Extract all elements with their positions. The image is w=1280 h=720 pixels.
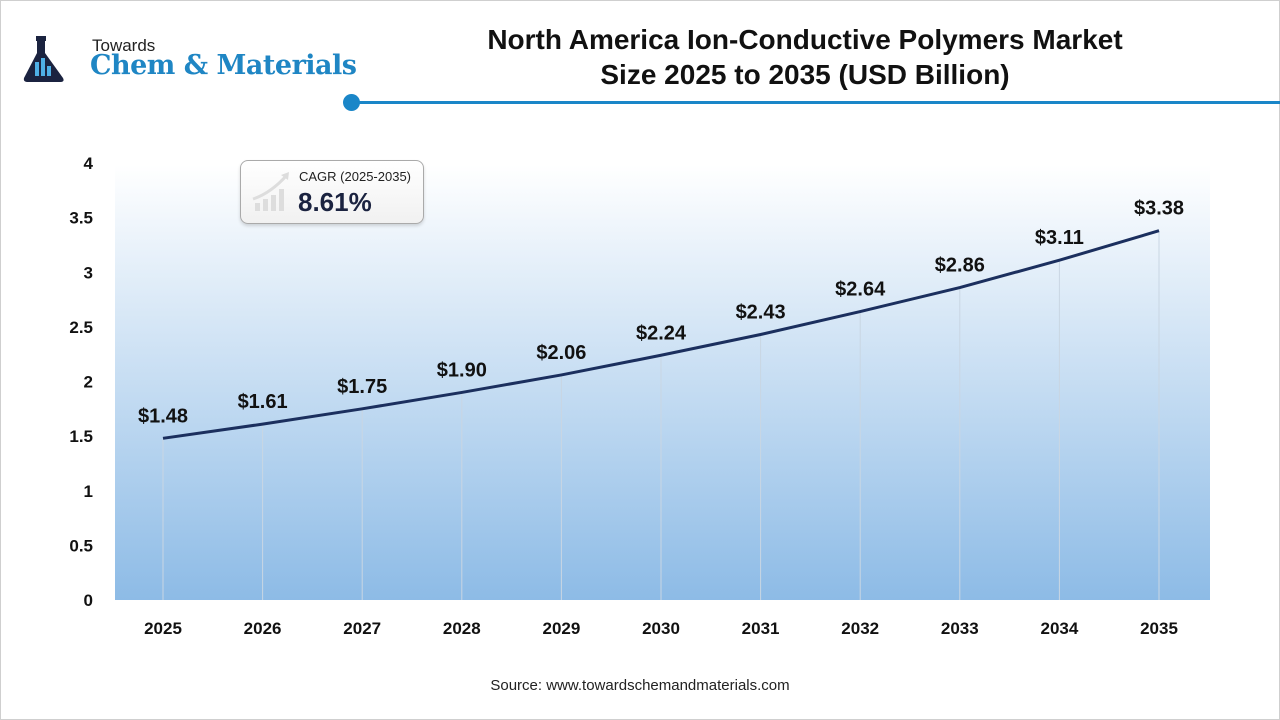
divider-dot xyxy=(343,94,360,111)
data-label: $2.24 xyxy=(636,322,687,344)
growth-chart-icon xyxy=(252,172,289,211)
title-line-1: North America Ion-Conductive Polymers Ma… xyxy=(487,24,1123,55)
x-tick-label: 2032 xyxy=(841,619,879,638)
x-tick-label: 2029 xyxy=(542,619,580,638)
x-tick-label: 2026 xyxy=(244,619,282,638)
logo-text-big: Chem & Materials xyxy=(90,50,357,81)
chart-title: North America Ion-Conductive Polymers Ma… xyxy=(380,22,1230,92)
y-tick-label: 2 xyxy=(84,373,93,392)
y-tick-label: 3.5 xyxy=(69,209,93,228)
y-tick-label: 3 xyxy=(84,263,93,282)
x-tick-label: 2035 xyxy=(1140,619,1178,638)
plot-area-background xyxy=(115,165,1210,600)
x-tick-label: 2025 xyxy=(144,619,182,638)
data-label: $2.64 xyxy=(835,279,886,301)
logo-text-small: Towards xyxy=(92,36,156,55)
x-tick-label: 2027 xyxy=(343,619,381,638)
data-label: $1.75 xyxy=(337,376,387,398)
cagr-value: 8.61% xyxy=(298,187,372,217)
flask-icon xyxy=(23,36,64,82)
y-tick-label: 4 xyxy=(84,154,94,173)
data-label: $3.38 xyxy=(1134,198,1184,220)
cagr-box: CAGR (2025-2035) 8.61% xyxy=(240,160,424,224)
data-label: $1.61 xyxy=(238,391,288,413)
x-tick-label: 2028 xyxy=(443,619,481,638)
x-tick-label: 2034 xyxy=(1040,619,1078,638)
y-tick-label: 2.5 xyxy=(69,318,93,337)
cagr-label: CAGR (2025-2035) xyxy=(299,169,411,184)
data-label: $3.11 xyxy=(1035,227,1084,249)
x-tick-label: 2033 xyxy=(941,619,979,638)
series-line xyxy=(162,229,1160,440)
data-label: $1.90 xyxy=(437,359,487,381)
x-tick-label: 2031 xyxy=(742,619,780,638)
y-tick-label: 1.5 xyxy=(69,427,93,446)
data-label: $2.06 xyxy=(536,342,586,364)
y-tick-label: 1 xyxy=(84,482,93,501)
data-label: $2.86 xyxy=(935,255,985,277)
data-label: $1.48 xyxy=(138,405,188,427)
y-tick-label: 0 xyxy=(84,591,93,610)
title-line-2: Size 2025 to 2035 (USD Billion) xyxy=(600,59,1010,90)
source-note: Source: www.towardschemandmaterials.com xyxy=(490,677,790,694)
data-label: $2.43 xyxy=(736,302,786,324)
title-divider xyxy=(352,101,1280,104)
x-tick-label: 2030 xyxy=(642,619,680,638)
y-tick-label: 0.5 xyxy=(69,536,93,555)
